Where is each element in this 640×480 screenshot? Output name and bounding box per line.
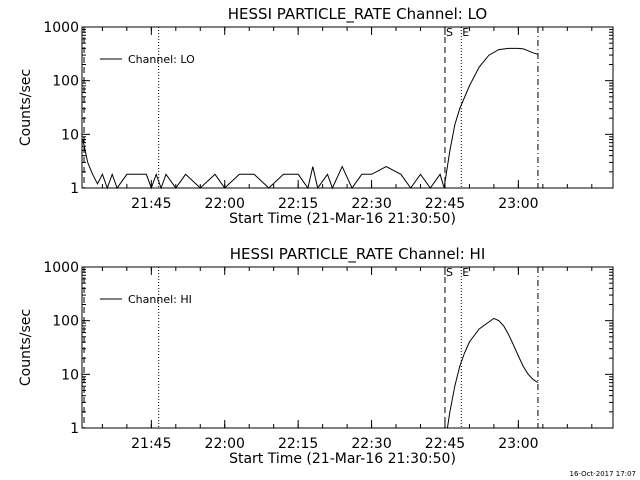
x-axis-label: Start Time (21-Mar-16 21:30:50) [229, 451, 456, 467]
y-tick-label: 10 [61, 367, 79, 383]
chart-panel-0: HESSI PARTICLE_RATE Channel: LO 21:45 22:0… [18, 5, 614, 227]
x-tick-label: 23:00 [498, 436, 538, 452]
plot-frame [81, 266, 614, 429]
y-axis-label: Counts/sec [18, 309, 34, 386]
time-marker-label: S [446, 26, 453, 39]
legend-label: Channel: LO [128, 53, 195, 66]
legend-label: Channel: HI [128, 293, 192, 306]
x-tick-label: 22:30 [351, 436, 391, 452]
chart-title: HESSI PARTICLE_RATE Channel: HI [230, 245, 486, 264]
x-tick-label: 22:00 [205, 196, 245, 212]
y-tick-label: 100 [52, 74, 79, 90]
chart-title: HESSI PARTICLE_RATE Channel: LO [228, 5, 487, 24]
x-tick-label: 22:30 [351, 196, 391, 212]
x-tick-label: 21:45 [131, 196, 171, 212]
x-tick-label: 22:15 [278, 196, 318, 212]
chart-panel-1: HESSI PARTICLE_RATE Channel: HI 21:45 22:0… [18, 245, 614, 467]
series-line [82, 47, 539, 190]
plot-frame [81, 26, 614, 189]
y-axis-label: Counts/sec [18, 69, 34, 146]
y-tick-label: 1000 [43, 260, 79, 276]
x-axis-label: Start Time (21-Mar-16 21:30:50) [229, 211, 456, 227]
x-tick-label: 22:15 [278, 436, 318, 452]
time-marker-label: S [446, 266, 453, 279]
y-tick-label: 1 [70, 421, 79, 437]
x-tick-label: 23:00 [498, 196, 538, 212]
y-tick-label: 1000 [43, 20, 79, 36]
y-tick-label: 10 [61, 127, 79, 143]
time-marker-label: E [462, 266, 469, 279]
x-tick-label: 22:00 [205, 436, 245, 452]
x-tick-label: 22:45 [425, 196, 465, 212]
x-tick-label: 21:45 [131, 436, 171, 452]
x-tick-label: 22:45 [425, 436, 465, 452]
y-tick-label: 1 [70, 181, 79, 197]
time-marker-label: E [462, 26, 469, 39]
timestamp: 16-Oct-2017 17:07 [569, 470, 636, 478]
series-line [446, 317, 539, 429]
y-tick-label: 100 [52, 314, 79, 330]
